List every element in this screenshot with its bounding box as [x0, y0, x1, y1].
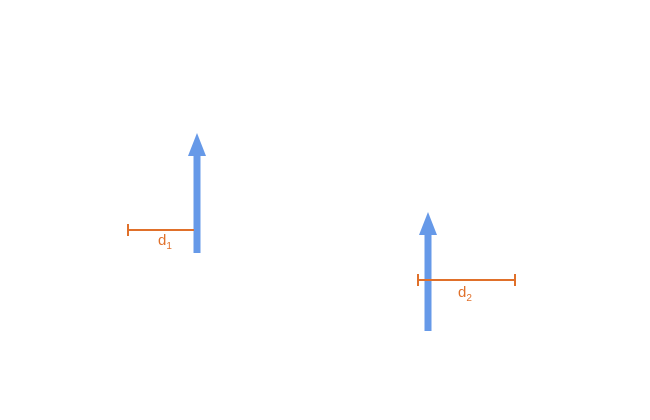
- arrow-1-head: [188, 133, 206, 156]
- figure-1: d1: [127, 133, 206, 253]
- distance-1-label-sub: 1: [166, 241, 172, 252]
- distance-2-label-main: d: [458, 284, 466, 301]
- arrow-2-head: [419, 212, 437, 235]
- distance-2-label: d2: [458, 284, 472, 304]
- distance-1-label: d1: [158, 232, 172, 252]
- distance-2-label-sub: 2: [466, 293, 472, 304]
- distance-1-label-main: d: [158, 232, 166, 249]
- figure-2: d2: [417, 212, 516, 331]
